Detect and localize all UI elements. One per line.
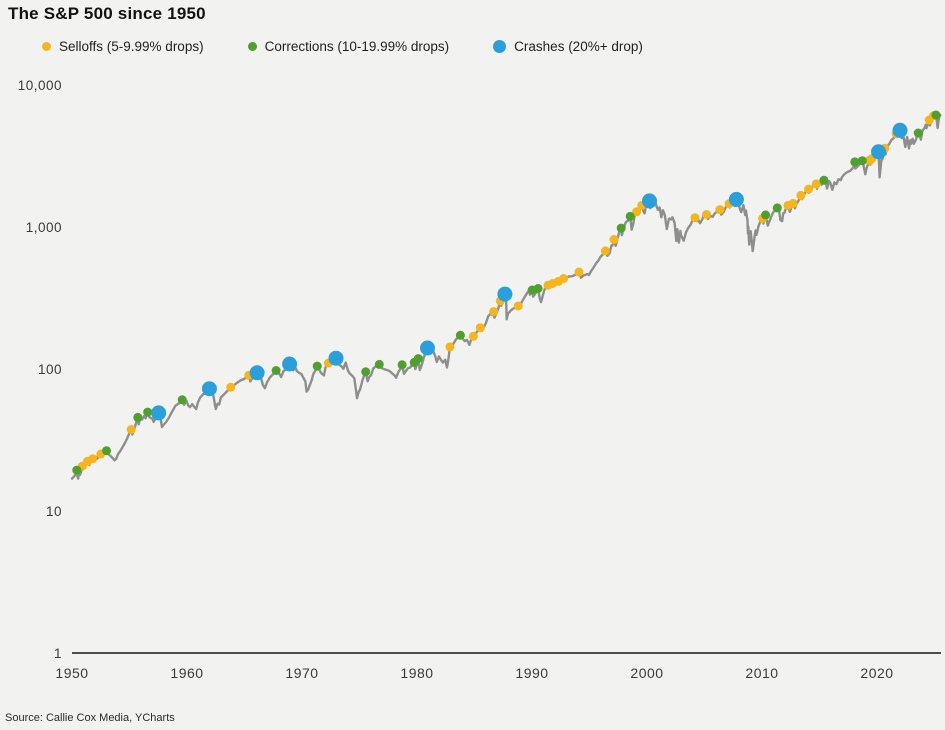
y-tick-label: 1 (54, 646, 62, 661)
x-tick-label: 1980 (400, 665, 433, 681)
event-marker-crashe (249, 365, 265, 381)
event-marker-selloff (632, 207, 642, 217)
event-marker-correction (413, 354, 423, 364)
event-marker-crashe (642, 193, 657, 209)
event-marker-correction (102, 446, 111, 456)
legend-label-corrections: Corrections (10-19.99% drops) (264, 39, 450, 54)
event-marker-crashe (282, 356, 298, 372)
event-marker-correction (397, 360, 407, 370)
y-tick-label: 1,000 (26, 220, 62, 235)
correction-dot-icon (247, 42, 257, 51)
event-marker-selloff (126, 425, 136, 434)
event-marker-correction (143, 407, 153, 417)
event-marker-selloff (226, 382, 236, 392)
event-marker-selloff (811, 179, 821, 189)
event-marker-selloff (468, 331, 478, 341)
crash-dot-icon (493, 40, 507, 53)
event-marker-correction (819, 175, 829, 185)
legend-label-selloffs: Selloffs (5-9.99% drops) (59, 39, 204, 54)
event-marker-correction (533, 284, 543, 293)
legend-item-selloffs: Selloffs (5-9.99% drops) (42, 39, 204, 54)
event-marker-correction (761, 210, 771, 220)
event-marker-selloff (609, 235, 619, 244)
event-marker-correction (271, 366, 281, 375)
event-marker-correction (616, 223, 626, 233)
event-marker-selloff (715, 205, 725, 215)
selloff-dot-icon (42, 42, 51, 51)
x-tick-label: 1950 (55, 665, 88, 681)
x-tick-label: 2000 (630, 665, 663, 681)
y-tick-label: 10 (46, 504, 62, 519)
event-marker-correction (177, 395, 187, 405)
legend-item-crashes: Crashes (20%+ drop) (493, 39, 643, 54)
event-marker-crashe (151, 405, 167, 421)
event-marker-crashe (871, 144, 886, 160)
event-marker-correction (374, 359, 384, 369)
event-marker-crashe (201, 381, 217, 397)
event-marker-selloff (804, 184, 814, 194)
event-marker-selloff (88, 454, 98, 464)
event-marker-selloff (690, 213, 700, 223)
event-marker-correction (361, 367, 371, 377)
x-tick-label: 1990 (515, 665, 548, 681)
event-marker-correction (312, 361, 322, 371)
y-tick-label: 100 (38, 362, 62, 377)
event-marker-correction (931, 110, 941, 120)
event-marker-correction (625, 211, 635, 221)
event-marker-selloff (475, 323, 485, 333)
event-marker-correction (133, 412, 143, 422)
event-marker-correction (772, 203, 782, 213)
event-marker-selloff (513, 301, 523, 311)
legend-label-crashes: Crashes (20%+ drop) (514, 39, 643, 54)
source-credit: Source: Callie Cox Media, YCharts (5, 712, 175, 724)
page-title: The S&P 500 since 1950 (8, 4, 206, 23)
x-tick-label: 2010 (745, 665, 778, 681)
event-marker-crashe (892, 122, 908, 138)
event-marker-selloff (788, 198, 798, 208)
event-marker-crashe (728, 191, 744, 207)
legend: Selloffs (5-9.99% drops) Corrections (10… (42, 39, 643, 54)
event-marker-crashe (420, 340, 435, 356)
event-marker-correction (857, 156, 867, 166)
event-marker-selloff (702, 210, 711, 219)
legend-item-corrections: Corrections (10-19.99% drops) (247, 39, 450, 54)
event-marker-selloff (559, 274, 569, 283)
event-marker-selloff (796, 190, 806, 200)
event-marker-selloff (600, 246, 610, 256)
event-marker-crashe (328, 350, 344, 366)
event-marker-correction (913, 128, 923, 138)
event-marker-crashe (497, 286, 513, 302)
event-marker-selloff (445, 342, 455, 352)
event-marker-selloff (489, 307, 499, 317)
x-tick-label: 1960 (170, 665, 203, 681)
event-marker-correction (455, 330, 465, 340)
event-marker-correction (850, 157, 860, 167)
x-tick-label: 1970 (285, 665, 318, 681)
y-tick-label: 10,000 (18, 78, 62, 93)
event-marker-selloff (574, 267, 584, 277)
event-marker-correction (72, 465, 82, 475)
x-tick-label: 2020 (860, 665, 893, 681)
